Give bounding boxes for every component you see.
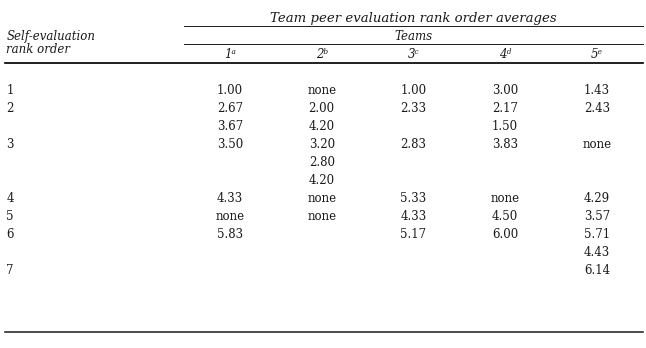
Text: none: none (215, 210, 245, 223)
Text: 3.67: 3.67 (217, 120, 243, 133)
Text: 2.43: 2.43 (584, 102, 610, 115)
Text: 5: 5 (6, 210, 14, 223)
Text: 3.57: 3.57 (584, 210, 610, 223)
Text: 4.33: 4.33 (401, 210, 426, 223)
Text: 4.20: 4.20 (309, 120, 335, 133)
Text: 7: 7 (6, 264, 14, 277)
Text: 3.20: 3.20 (309, 138, 335, 151)
Text: 1.00: 1.00 (401, 84, 426, 97)
Text: none: none (307, 210, 337, 223)
Text: 5.33: 5.33 (401, 192, 426, 205)
Text: 3.83: 3.83 (492, 138, 518, 151)
Text: none: none (307, 192, 337, 205)
Text: 4.43: 4.43 (584, 246, 610, 259)
Text: 1.00: 1.00 (217, 84, 243, 97)
Text: 5.17: 5.17 (401, 228, 426, 241)
Text: Self-evaluation: Self-evaluation (6, 30, 96, 43)
Text: 1.43: 1.43 (584, 84, 610, 97)
Text: 4ᵈ: 4ᵈ (499, 48, 511, 61)
Text: 1ᵃ: 1ᵃ (224, 48, 236, 61)
Text: 6: 6 (6, 228, 14, 241)
Text: 3.00: 3.00 (492, 84, 518, 97)
Text: 3.50: 3.50 (217, 138, 243, 151)
Text: 2ᵇ: 2ᵇ (316, 48, 328, 61)
Text: 5.83: 5.83 (217, 228, 243, 241)
Text: 6.14: 6.14 (584, 264, 610, 277)
Text: Teams: Teams (394, 30, 433, 43)
Text: 2.83: 2.83 (401, 138, 426, 151)
Text: 4.20: 4.20 (309, 174, 335, 187)
Text: 5.71: 5.71 (584, 228, 610, 241)
Text: 4.33: 4.33 (217, 192, 243, 205)
Text: 2.33: 2.33 (401, 102, 426, 115)
Text: none: none (582, 138, 612, 151)
Text: 1.50: 1.50 (492, 120, 518, 133)
Text: 4: 4 (6, 192, 14, 205)
Text: 5ᵉ: 5ᵉ (591, 48, 603, 61)
Text: 2.00: 2.00 (309, 102, 335, 115)
Text: 4.50: 4.50 (492, 210, 518, 223)
Text: 2.67: 2.67 (217, 102, 243, 115)
Text: 2: 2 (6, 102, 14, 115)
Text: rank order: rank order (6, 43, 70, 56)
Text: 1: 1 (6, 84, 14, 97)
Text: Team peer evaluation rank order averages: Team peer evaluation rank order averages (270, 12, 557, 25)
Text: 4.29: 4.29 (584, 192, 610, 205)
Text: none: none (490, 192, 520, 205)
Text: 3ᶜ: 3ᶜ (408, 48, 419, 61)
Text: 2.80: 2.80 (309, 156, 335, 169)
Text: 6.00: 6.00 (492, 228, 518, 241)
Text: 3: 3 (6, 138, 14, 151)
Text: 2.17: 2.17 (492, 102, 518, 115)
Text: none: none (307, 84, 337, 97)
